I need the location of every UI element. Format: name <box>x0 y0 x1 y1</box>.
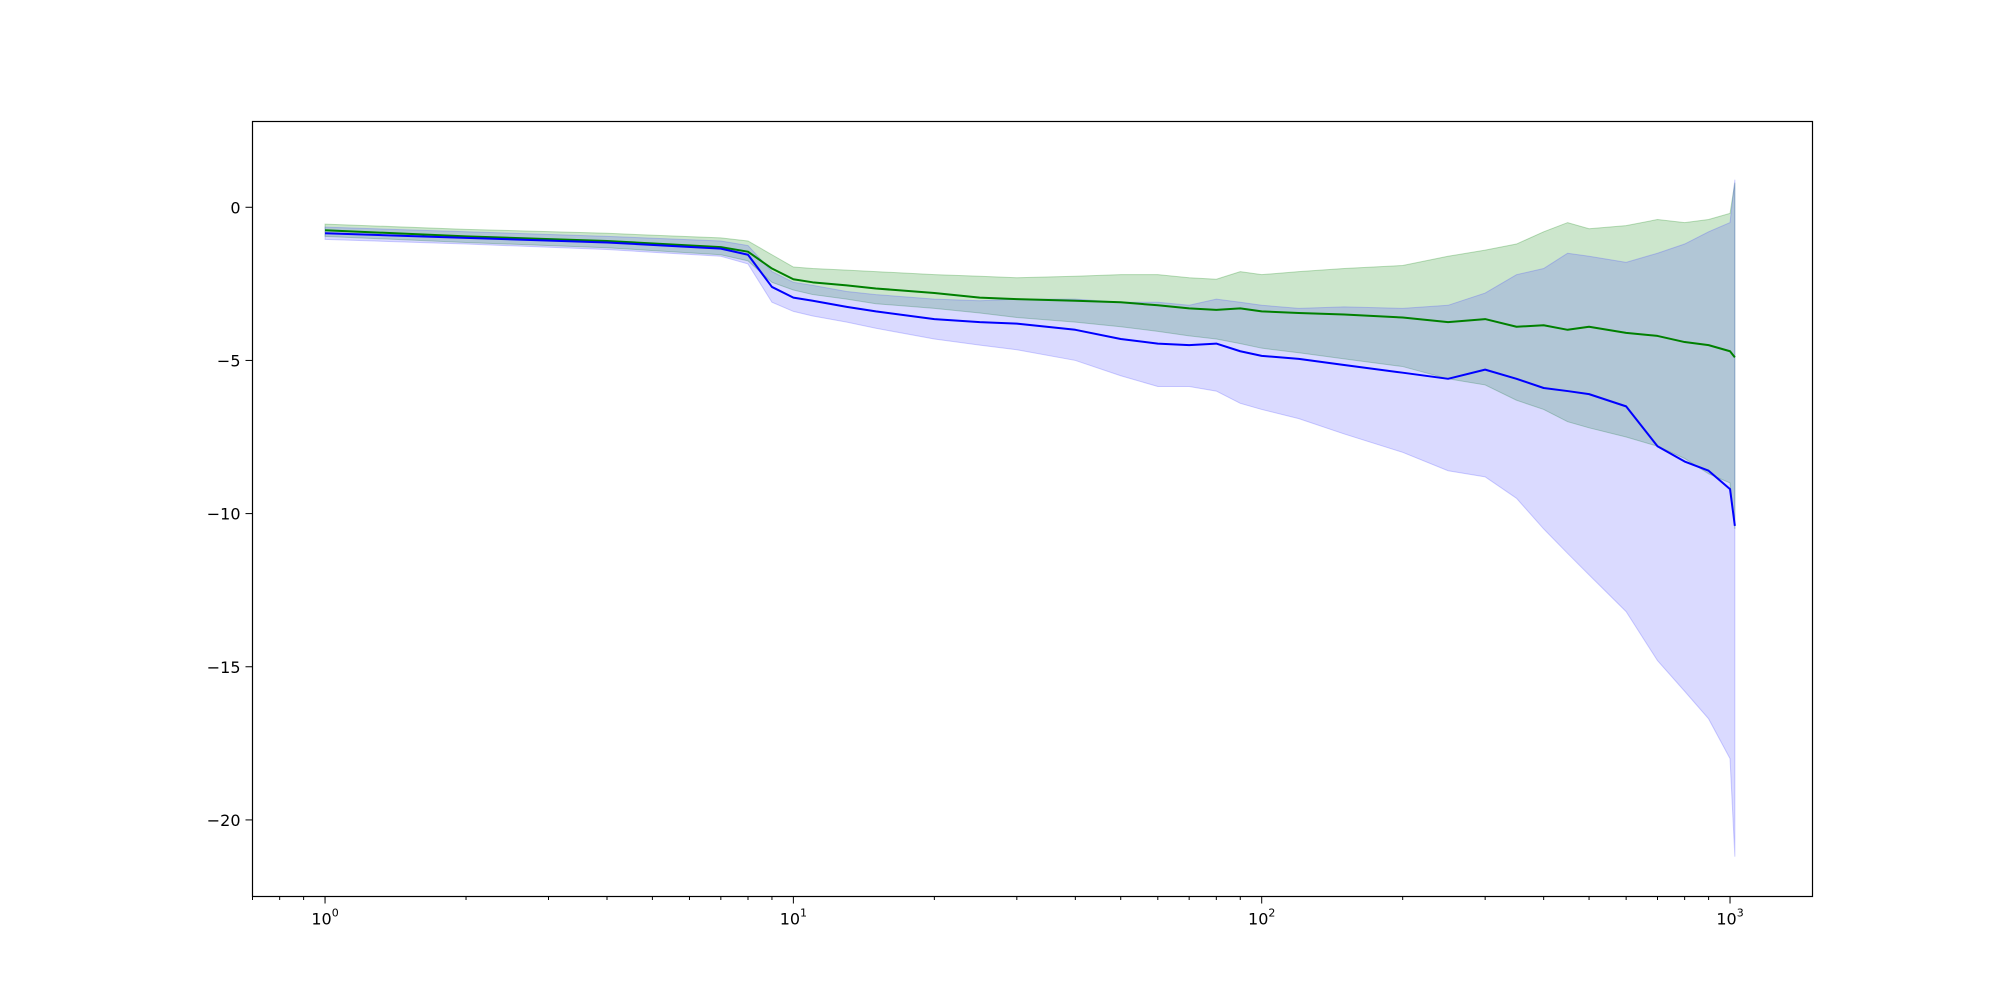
x-tick-label-base: 10 <box>311 910 331 929</box>
x-tick-label: 102 <box>1248 907 1275 929</box>
y-tick-label: −5 <box>217 351 241 370</box>
y-tick-layer: 0 −5 −10 −15 −20 <box>207 198 253 830</box>
x-tick-label-base: 10 <box>1248 910 1268 929</box>
series-1-band <box>324 182 1736 529</box>
y-tick-label: −15 <box>207 658 241 677</box>
y-tick-label: 0 <box>230 198 240 217</box>
x-tick-label-base: 10 <box>780 910 800 929</box>
x-tick-layer: 100 101 102 103 <box>252 896 1744 929</box>
x-tick-label-exponent: 0 <box>332 907 339 920</box>
x-tick-label: 100 <box>311 907 338 929</box>
x-tick-label-base: 10 <box>1716 910 1736 929</box>
plot-frame <box>251 120 1814 898</box>
y-tick-label: −10 <box>207 505 241 524</box>
x-tick-label: 101 <box>780 907 807 929</box>
x-tick-label-exponent: 2 <box>1268 907 1275 920</box>
x-tick-label: 103 <box>1716 907 1743 929</box>
series-2-line <box>325 232 1736 526</box>
series-1-line <box>325 229 1736 358</box>
y-tick-label: −20 <box>207 811 241 830</box>
x-tick-label-exponent: 1 <box>800 907 807 920</box>
x-tick-label-exponent: 3 <box>1737 907 1744 920</box>
series-layer <box>324 179 1736 857</box>
series-2-band <box>324 179 1736 857</box>
